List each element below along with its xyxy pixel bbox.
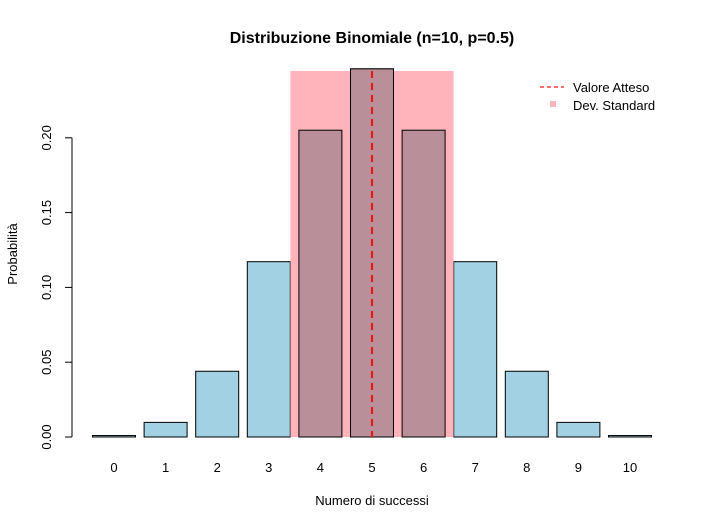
x-tick-label: 3 xyxy=(265,460,272,475)
x-tick-label: 5 xyxy=(368,460,375,475)
bar-7 xyxy=(453,261,498,438)
x-tick-label: 8 xyxy=(523,460,530,475)
y-tick-label: 0.20 xyxy=(39,125,54,150)
x-tick-labels: 0 1 2 3 4 5 6 7 8 9 10 xyxy=(110,460,637,475)
bar-2 xyxy=(195,370,240,438)
y-axis: 0.00 0.05 0.10 0.15 0.20 xyxy=(39,125,73,450)
y-tick-label: 0.05 xyxy=(39,350,54,375)
legend: Valore Atteso Dev. Standard xyxy=(540,80,655,113)
y-tick-label: 0.00 xyxy=(39,424,54,449)
bar-overlap-6 xyxy=(401,129,446,438)
bar-0 xyxy=(92,435,136,438)
x-tick-label: 7 xyxy=(472,460,479,475)
x-tick-label: 9 xyxy=(575,460,582,475)
y-tick-label: 0.15 xyxy=(39,200,54,225)
legend-label-std: Dev. Standard xyxy=(573,98,655,113)
bar-8 xyxy=(504,370,549,438)
bar-3 xyxy=(246,261,291,438)
x-axis-label: Numero di successi xyxy=(315,493,429,508)
x-tick-label: 0 xyxy=(110,460,117,475)
x-tick-label: 2 xyxy=(214,460,221,475)
y-axis-label: Probabilità xyxy=(5,223,20,285)
x-tick-label: 10 xyxy=(623,460,637,475)
overlap-layer xyxy=(298,68,446,438)
chart-title: Distribuzione Binomiale (n=10, p=0.5) xyxy=(230,30,515,47)
bar-overlap-4 xyxy=(298,129,343,438)
bar-9 xyxy=(556,421,601,438)
y-tick-label: 0.10 xyxy=(39,275,54,300)
x-tick-label: 6 xyxy=(420,460,427,475)
bar-1 xyxy=(143,421,188,438)
x-tick-label: 1 xyxy=(162,460,169,475)
legend-square-icon xyxy=(550,101,556,107)
legend-label-expected: Valore Atteso xyxy=(573,80,649,95)
x-tick-label: 4 xyxy=(317,460,324,475)
bar-10 xyxy=(608,435,652,438)
